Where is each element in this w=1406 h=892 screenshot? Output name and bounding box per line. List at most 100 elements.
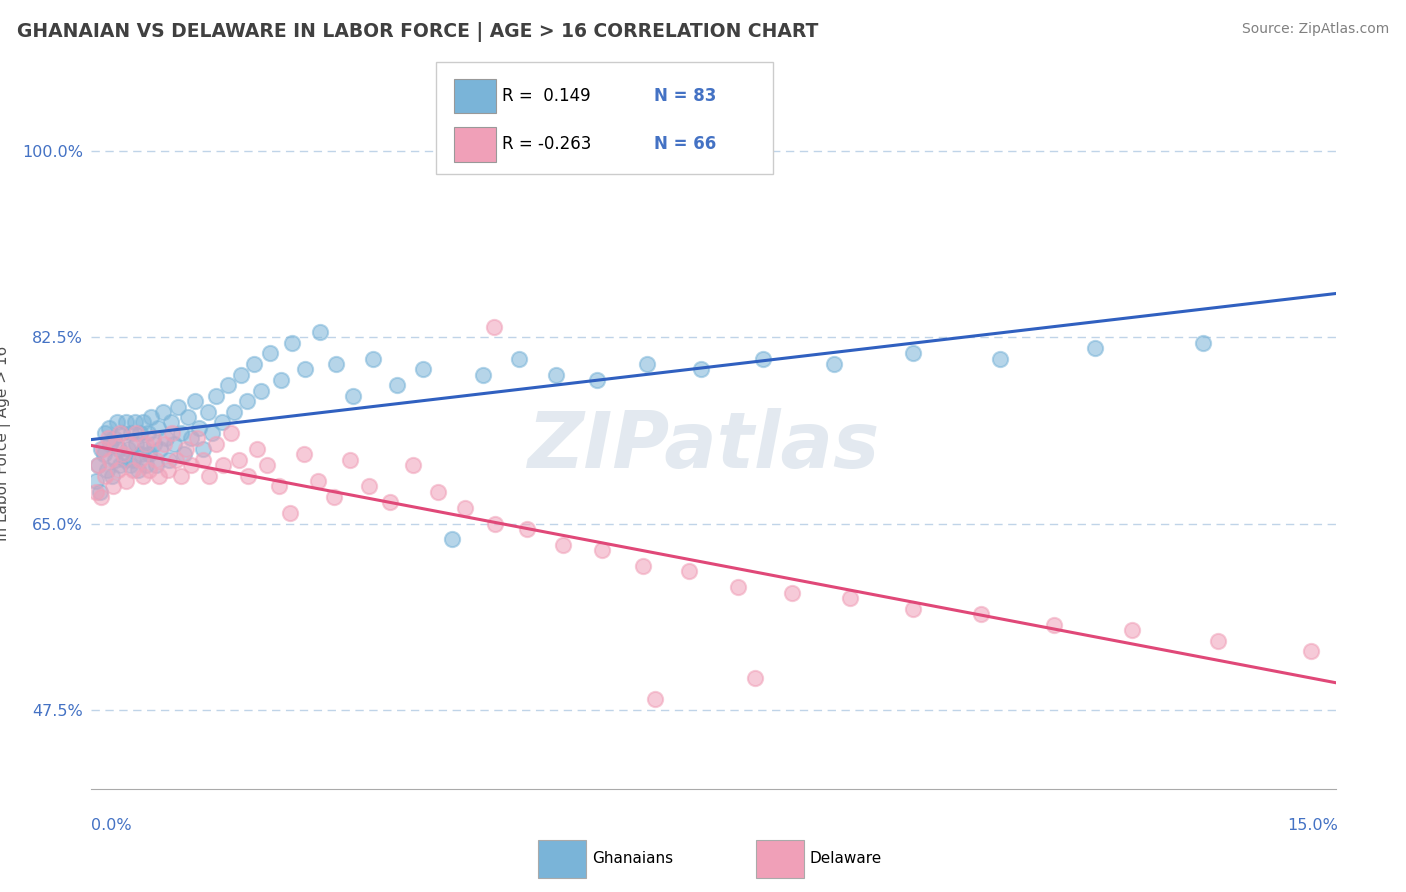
- Point: [170, 468, 193, 483]
- Point: [246, 442, 269, 456]
- Point: [471, 368, 494, 382]
- Point: [132, 468, 155, 483]
- Point: [678, 565, 700, 579]
- Point: [128, 452, 150, 467]
- Point: [115, 416, 138, 430]
- Point: [441, 533, 464, 547]
- Y-axis label: In Labor Force | Age > 16: In Labor Force | Age > 16: [0, 346, 11, 541]
- Point: [111, 447, 134, 461]
- Point: [322, 490, 344, 504]
- Point: [91, 442, 114, 456]
- Text: R =  0.149: R = 0.149: [502, 87, 591, 104]
- Point: [294, 362, 316, 376]
- Point: [644, 692, 666, 706]
- Text: ZIPatlas: ZIPatlas: [527, 408, 879, 484]
- Point: [118, 458, 141, 472]
- Point: [482, 319, 505, 334]
- Point: [243, 357, 266, 371]
- Point: [325, 357, 347, 371]
- Point: [270, 373, 292, 387]
- Point: [238, 468, 260, 483]
- Text: R = -0.263: R = -0.263: [502, 135, 592, 153]
- Point: [281, 335, 304, 350]
- Point: [1206, 633, 1229, 648]
- Point: [969, 607, 991, 621]
- Point: [97, 432, 120, 446]
- Point: [211, 416, 233, 430]
- Point: [339, 452, 361, 467]
- Point: [752, 351, 775, 366]
- Point: [136, 426, 159, 441]
- Point: [135, 437, 157, 451]
- Text: Delaware: Delaware: [810, 851, 882, 865]
- Point: [402, 458, 425, 472]
- Point: [111, 426, 134, 441]
- Point: [308, 325, 330, 339]
- Point: [148, 468, 170, 483]
- Point: [87, 458, 110, 472]
- Point: [901, 346, 924, 360]
- Point: [250, 384, 273, 398]
- Point: [191, 452, 214, 467]
- Point: [184, 394, 207, 409]
- Point: [823, 357, 845, 371]
- Point: [101, 468, 124, 483]
- Point: [259, 346, 281, 360]
- Point: [87, 458, 110, 472]
- Point: [219, 426, 242, 441]
- Point: [901, 601, 924, 615]
- Point: [484, 516, 506, 531]
- Text: 0.0%: 0.0%: [91, 818, 132, 832]
- Point: [114, 452, 136, 467]
- Point: [156, 463, 179, 477]
- Point: [104, 452, 127, 467]
- Point: [188, 421, 211, 435]
- Point: [165, 452, 187, 467]
- Point: [146, 421, 169, 435]
- Point: [1121, 623, 1143, 637]
- Text: N = 66: N = 66: [654, 135, 716, 153]
- Point: [135, 458, 157, 472]
- Point: [100, 452, 122, 467]
- Text: Source: ZipAtlas.com: Source: ZipAtlas.com: [1241, 22, 1389, 37]
- Point: [205, 389, 228, 403]
- Point: [988, 351, 1011, 366]
- Point: [120, 426, 142, 441]
- Point: [267, 479, 290, 493]
- Point: [198, 468, 221, 483]
- Point: [145, 458, 167, 472]
- Point: [256, 458, 278, 472]
- Point: [121, 463, 145, 477]
- Point: [118, 437, 141, 451]
- Point: [89, 484, 111, 499]
- Point: [782, 585, 804, 599]
- Point: [152, 437, 174, 451]
- Point: [104, 437, 127, 451]
- Point: [115, 474, 138, 488]
- Point: [1084, 341, 1107, 355]
- Point: [307, 474, 329, 488]
- Point: [516, 522, 538, 536]
- Point: [155, 432, 177, 446]
- Point: [138, 463, 160, 477]
- Text: N = 83: N = 83: [654, 87, 716, 104]
- Point: [110, 426, 132, 441]
- Text: 15.0%: 15.0%: [1288, 818, 1339, 832]
- Point: [166, 400, 188, 414]
- Point: [152, 405, 174, 419]
- Point: [385, 378, 408, 392]
- Point: [84, 474, 107, 488]
- Point: [139, 410, 162, 425]
- Point: [228, 452, 250, 467]
- Point: [453, 500, 475, 515]
- Point: [342, 389, 364, 403]
- Point: [292, 447, 315, 461]
- Point: [170, 426, 193, 441]
- Point: [121, 452, 145, 467]
- Point: [94, 426, 117, 441]
- Point: [174, 442, 197, 456]
- Point: [222, 405, 245, 419]
- Point: [1192, 335, 1215, 350]
- Point: [128, 426, 150, 441]
- Point: [176, 410, 198, 425]
